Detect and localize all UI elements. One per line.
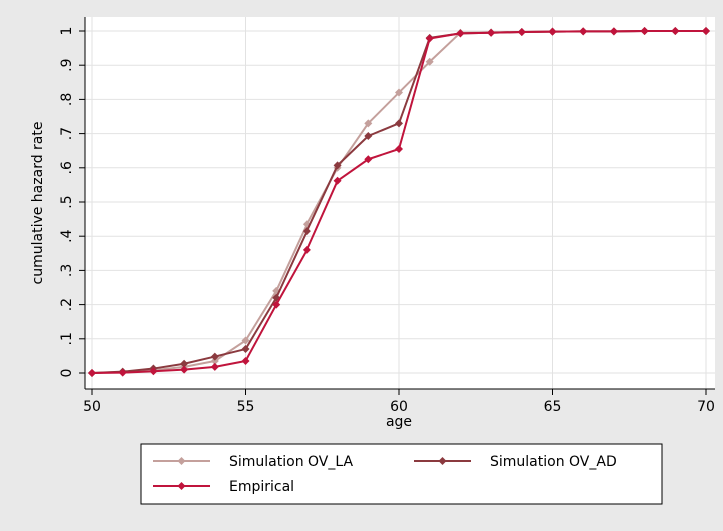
y-tick-label: .5 <box>59 195 75 208</box>
y-tick-label: .9 <box>59 59 75 72</box>
x-axis-label: age <box>386 414 412 430</box>
data-point <box>395 119 403 128</box>
data-point <box>88 369 96 377</box>
legend: Simulation OV_LA Simulation OV_AD Empirica… <box>140 443 663 505</box>
y-tick-label: .6 <box>59 161 75 174</box>
y-tick-label: .4 <box>59 229 75 242</box>
data-point <box>241 336 250 345</box>
data-point <box>210 352 219 361</box>
data-point <box>180 359 189 368</box>
y-tick-label: .3 <box>59 264 75 277</box>
x-tick-label: 60 <box>390 399 408 415</box>
series-2 <box>88 27 710 377</box>
x-tick-label: 65 <box>544 399 562 415</box>
y-tick-label: .7 <box>59 127 75 140</box>
data-point <box>671 27 680 35</box>
data-point <box>272 300 281 309</box>
x-tick-label: 50 <box>83 399 101 415</box>
y-tick-label: .2 <box>59 298 75 311</box>
data-point <box>425 57 434 66</box>
data-point <box>333 161 342 170</box>
data-point <box>395 88 403 97</box>
legend-label: Simulation OV_AD <box>490 454 617 470</box>
legend-box <box>140 443 663 505</box>
data-point <box>548 27 557 36</box>
data-point <box>640 27 649 35</box>
plot-area <box>85 17 715 389</box>
data-point <box>364 119 373 128</box>
axes-layer: 50 55 60 65 70 0 .1 .2 .3 .4 .5 .6 .7 .8 .9 1 <box>59 17 715 415</box>
data-point <box>702 27 710 35</box>
legend-swatch-marker <box>438 457 447 465</box>
y-tick-label: .1 <box>59 332 75 345</box>
grid-layer <box>85 17 715 389</box>
data-point <box>180 365 189 374</box>
legend-item: Simulation OV_AD <box>414 454 617 470</box>
y-tick-label: .8 <box>59 93 75 106</box>
legend-label: Empirical <box>229 479 294 495</box>
y-tick-label: 1 <box>59 27 75 36</box>
data-point <box>210 362 219 371</box>
series-layer <box>88 27 710 377</box>
data-point <box>517 28 526 37</box>
data-point <box>579 27 588 36</box>
legend-item: Empirical <box>153 479 294 495</box>
data-point <box>364 155 373 164</box>
data-point <box>302 245 311 254</box>
data-point <box>118 368 127 377</box>
y-axis-label: cumulative hazard rate <box>30 122 46 285</box>
data-point <box>210 357 219 366</box>
data-point <box>609 27 618 36</box>
legend-items: Simulation OV_LA Simulation OV_AD Empirica… <box>153 454 617 495</box>
data-point <box>425 34 434 43</box>
data-point <box>487 28 496 37</box>
data-point <box>241 345 250 354</box>
legend-item: Simulation OV_LA <box>153 454 353 470</box>
x-tick-label: 70 <box>697 399 715 415</box>
data-point <box>456 29 465 38</box>
legend-swatch-marker <box>177 482 186 490</box>
legend-label: Simulation OV_LA <box>229 454 353 470</box>
y-tick-label: 0 <box>59 369 75 378</box>
data-point <box>395 144 403 153</box>
data-point <box>333 176 342 185</box>
x-tick-label: 55 <box>237 399 255 415</box>
data-point <box>302 227 311 236</box>
legend-swatch-marker <box>177 457 186 465</box>
data-point <box>364 131 373 140</box>
data-point <box>149 367 158 376</box>
data-point <box>241 357 250 366</box>
